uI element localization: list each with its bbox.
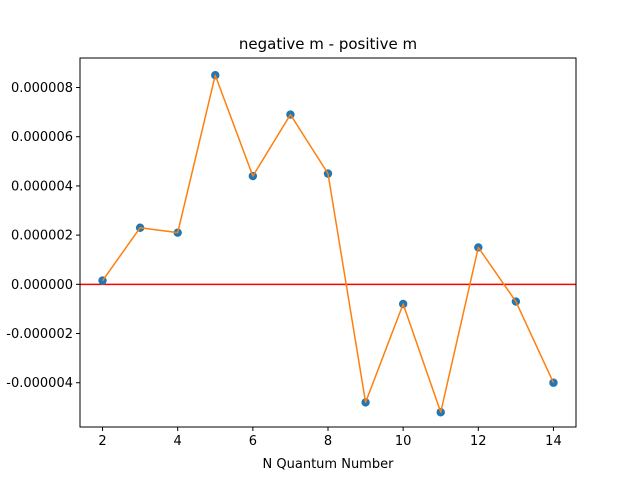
data-point-14 bbox=[549, 378, 558, 387]
x-axis-label: N Quantum Number bbox=[263, 457, 395, 472]
x-tick-label-4: 4 bbox=[174, 434, 182, 449]
chart-title: negative m - positive m bbox=[239, 35, 417, 53]
x-tick-label-2: 2 bbox=[98, 434, 106, 449]
x-tick-label-6: 6 bbox=[249, 434, 257, 449]
y-tick-label-5: 0.000006 bbox=[11, 130, 73, 145]
y-tick-label-3: 0.000002 bbox=[11, 229, 73, 244]
plot-area: 2 4 6 8 10 12 14 -0.000004 -0.000002 0.000000 0.00… bbox=[6, 57, 577, 449]
series-line bbox=[101, 74, 555, 413]
x-tick-label-10: 10 bbox=[395, 434, 412, 449]
x-tick-label-8: 8 bbox=[324, 434, 332, 449]
y-tick-label-6: 0.000008 bbox=[11, 81, 73, 96]
x-tick-label-14: 14 bbox=[545, 434, 562, 449]
x-tick-label-12: 12 bbox=[470, 434, 487, 449]
y-tick-label-0: -0.000004 bbox=[6, 376, 73, 391]
y-tick-label-1: -0.000002 bbox=[6, 327, 73, 342]
y-tick-label-4: 0.000004 bbox=[11, 179, 73, 194]
y-tick-label-2: 0.000000 bbox=[11, 278, 73, 293]
